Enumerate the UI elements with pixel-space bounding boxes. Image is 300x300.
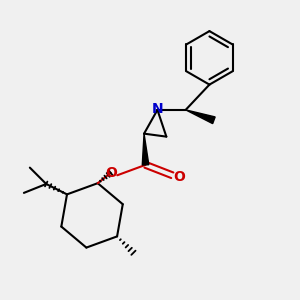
Polygon shape (186, 110, 215, 124)
Text: N: N (152, 102, 163, 116)
Text: O: O (173, 170, 185, 184)
Polygon shape (142, 134, 149, 165)
Text: O: O (105, 166, 117, 180)
